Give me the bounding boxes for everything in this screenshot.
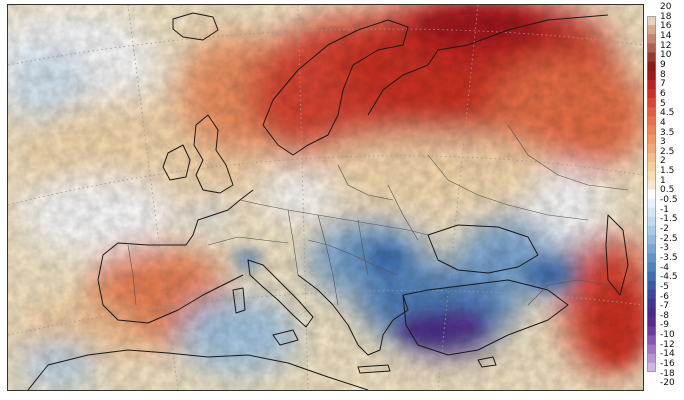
coastlines	[27, 12, 629, 390]
colorbar-swatch	[647, 235, 656, 245]
field-texture	[8, 5, 643, 390]
colorbar-swatch	[647, 308, 656, 318]
colorbar-tick-label: -8	[660, 310, 669, 321]
colorbar-swatch	[647, 116, 656, 126]
colorbar-swatch	[647, 289, 656, 300]
colorbar-tick-label: -3	[660, 243, 669, 254]
colorbar-swatch	[647, 134, 656, 145]
colorbar-tick-label: 12	[660, 40, 672, 51]
colorbar-swatch	[647, 189, 656, 199]
colorbar-tick-label: 20	[660, 2, 672, 12]
colorbar-swatch	[647, 198, 656, 209]
colorbar-tick-label: 16	[660, 21, 672, 32]
colorbar-tick-label: -9	[660, 320, 669, 331]
colorbar-swatch	[647, 162, 656, 172]
colorbar-tick-label: 2.5	[660, 146, 675, 157]
colorbar-tick-label: 9	[660, 59, 666, 70]
colorbar-tick-label: -0.5	[660, 195, 678, 205]
colorbar-tick-label: -16	[660, 359, 675, 370]
colorbar-swatch	[647, 61, 656, 72]
colorbar-swatch	[647, 171, 656, 181]
colorbar-swatch	[647, 98, 656, 108]
colorbar-swatch	[647, 79, 656, 90]
colorbar-tick-label: 4	[660, 117, 666, 128]
colorbar-swatch	[647, 280, 656, 291]
colorbar-tick-label: -3.5	[660, 252, 678, 263]
colorbar-swatch	[647, 244, 656, 254]
colorbar-swatch	[647, 335, 656, 346]
colorbar-tick-label: 8	[660, 69, 666, 80]
colorbar-swatch	[647, 207, 656, 218]
colorbar-tick-label: -6	[660, 291, 669, 302]
anomaly-map	[7, 4, 644, 391]
borders	[127, 124, 629, 306]
colorbar-tick-label: -2.5	[660, 233, 678, 244]
colorbar-swatch	[647, 298, 656, 309]
colorbar-tick-label: -7	[660, 301, 669, 312]
colorbar-swatch	[647, 216, 656, 227]
colorbar-swatch	[647, 353, 656, 364]
colorbar-tick-label: 18	[660, 11, 672, 22]
colorbar-swatch	[647, 326, 656, 336]
colorbar-swatch	[647, 143, 656, 154]
colorbar-swatch	[647, 43, 656, 53]
colorbar-swatch	[647, 70, 656, 81]
colorbar-tick-label: -2	[660, 224, 669, 234]
colorbar-tick-label: 1.5	[660, 166, 675, 177]
colorbar-tick-label: 6	[660, 88, 666, 99]
colorbar-tick-label: 2	[660, 156, 666, 167]
colorbar-tick-label: 7	[660, 79, 666, 90]
colorbar-tick-label: -10	[660, 330, 675, 341]
colorbar-tick-label: 3.5	[660, 127, 675, 138]
colorbar-tick-label: 1	[660, 175, 666, 186]
colorbar-tick-label: -12	[660, 339, 675, 350]
colorbar-tick-label: 0.5	[660, 185, 675, 196]
colorbar-swatch	[647, 52, 656, 63]
colorbar-swatch	[647, 152, 656, 163]
colorbar-tick-label: -14	[660, 349, 675, 360]
colorbar-tick-label: 4.5	[660, 108, 675, 119]
colorbar	[647, 16, 656, 372]
colorbar-frame	[647, 16, 656, 372]
colorbar-swatch	[647, 180, 656, 190]
colorbar-tick-label: 14	[660, 31, 672, 41]
colorbar-swatch	[647, 107, 656, 117]
colorbar-tick-label: -4	[660, 262, 669, 273]
colorbar-swatch	[647, 262, 656, 272]
colorbar-swatch	[647, 25, 656, 35]
colorbar-swatch	[647, 362, 656, 372]
colorbar-tick-label: -1.5	[660, 214, 678, 225]
colorbar-tick-label: -5	[660, 281, 669, 292]
colorbar-tick-label: -18	[660, 368, 675, 379]
colorbar-swatch	[647, 89, 656, 99]
colorbar-swatch	[647, 271, 656, 282]
colorbar-tick-label: -1	[660, 204, 669, 215]
colorbar-swatch	[647, 125, 656, 136]
colorbar-tick-label: -4.5	[660, 272, 678, 283]
colorbar-swatch	[647, 225, 656, 236]
colorbar-tick-label: 5	[660, 98, 666, 109]
colorbar-tick-label: -20	[660, 378, 675, 389]
colorbar-swatch	[647, 344, 656, 355]
colorbar-labels: 20 18 16 14 12 10 9 8 7 6 5 4.5 4 3.5 3 2.5 2 1.5 1 0.5 -0.5…	[660, 3, 684, 389]
colorbar-tick-label: 3	[660, 137, 666, 148]
colorbar-swatch	[647, 253, 656, 263]
colorbar-tick-label: 10	[660, 50, 672, 61]
colorbar-swatch	[647, 317, 656, 327]
colorbar-swatch	[647, 16, 656, 26]
colorbar-swatch	[647, 34, 656, 44]
